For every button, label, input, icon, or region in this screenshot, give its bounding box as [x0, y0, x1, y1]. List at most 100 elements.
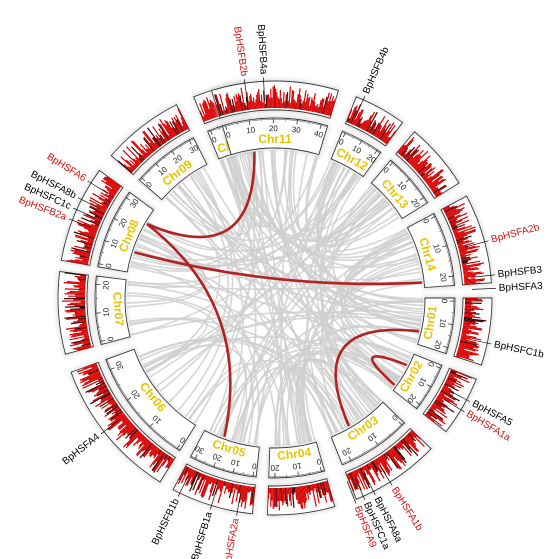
density-bar: [165, 120, 177, 137]
synteny-link: [222, 150, 288, 228]
density-bar: [248, 486, 251, 493]
gene-marker-line: [448, 390, 471, 403]
density-bar: [73, 285, 86, 287]
density-bar: [110, 411, 124, 422]
density-bar: [152, 453, 167, 472]
density-bar: [433, 185, 448, 195]
density-bar: [424, 414, 435, 422]
density-bar: [76, 364, 98, 373]
density-bar: [281, 102, 283, 109]
density-bar: [202, 474, 206, 481]
density-bar: [461, 333, 467, 336]
minor-tick: [104, 240, 108, 242]
density-bar: [227, 482, 232, 493]
density-bar: [85, 213, 102, 222]
density-bar: [292, 487, 295, 495]
density-bar: [100, 201, 109, 207]
density-bar: [416, 162, 429, 173]
density-bar: [157, 123, 170, 141]
density-bar: [265, 94, 268, 109]
density-bar: [275, 88, 277, 109]
density-bar: [155, 134, 164, 145]
density-bar: [77, 219, 99, 229]
density-bar: [82, 246, 92, 250]
density-bar: [464, 314, 476, 317]
density-bar: [152, 451, 164, 466]
density-bar: [247, 486, 250, 493]
tick-label: 10: [109, 238, 121, 250]
minor-tick: [367, 144, 370, 148]
gene-bphsfb4a: BpHSFB4a: [255, 24, 269, 102]
density-bar: [456, 235, 472, 242]
minor-tick: [388, 433, 391, 437]
density-bar: [381, 454, 393, 471]
density-bar: [320, 482, 328, 503]
density-bar: [145, 148, 152, 155]
density-bar: [233, 95, 238, 112]
density-bar: [377, 125, 387, 139]
density-bar: [294, 102, 297, 110]
density-bar: [132, 434, 144, 446]
synteny-link: [143, 344, 254, 444]
density-bar: [382, 454, 388, 461]
density-bar: [66, 260, 89, 266]
density-bar: [315, 483, 319, 493]
density-bar: [141, 149, 149, 157]
density-bar: [357, 116, 364, 128]
tick-label: 0: [104, 262, 114, 269]
highlighted-synteny-links: [133, 151, 423, 438]
density-bar: [364, 111, 376, 131]
density-bar: [175, 114, 185, 132]
density-bar: [241, 102, 245, 111]
density-bar: [74, 251, 90, 257]
gene-marker-line: [236, 491, 242, 516]
density-bar: [77, 318, 87, 322]
density-bar: [156, 137, 163, 146]
density-bar: [216, 479, 220, 486]
density-bar: [353, 112, 361, 126]
density-bar: [443, 385, 452, 391]
density-bar: [459, 248, 479, 255]
density-bar: [231, 98, 236, 113]
density-bar: [72, 252, 90, 258]
density-bar: [78, 317, 87, 320]
density-bar: [74, 259, 89, 263]
density-bar: [137, 433, 144, 440]
density-bar: [136, 435, 145, 445]
density-bar: [368, 463, 372, 469]
density-bar: [231, 483, 237, 505]
gene-marker-line: [379, 464, 393, 486]
minor-tick: [349, 458, 352, 462]
density-bar: [152, 136, 161, 147]
density-bar: [430, 178, 447, 190]
density-bar: [443, 205, 455, 212]
density-bar: [79, 232, 95, 239]
density-bar: [104, 406, 120, 418]
gene-marker-line: [471, 288, 496, 290]
density-bar: [69, 327, 88, 332]
density-bar: [104, 176, 121, 189]
density-bar: [107, 398, 115, 404]
density-bar: [346, 109, 353, 123]
minor-tick: [447, 335, 451, 337]
density-bar: [425, 169, 443, 183]
density-bar: [96, 389, 109, 397]
density-bar: [354, 109, 363, 126]
density-bar: [214, 478, 218, 484]
minor-tick: [308, 121, 310, 125]
density-bar: [310, 484, 313, 491]
density-bar: [430, 178, 445, 190]
density-bar: [365, 120, 372, 132]
density-bar: [444, 382, 456, 389]
density-bar: [200, 473, 203, 478]
chromosome-label: Chr01: [421, 304, 440, 340]
density-bar: [173, 116, 183, 133]
density-bar: [74, 249, 91, 255]
density-bar: [89, 211, 103, 219]
density-bar: [209, 99, 217, 118]
density-bar: [88, 383, 106, 393]
density-bar: [102, 177, 120, 190]
minor-tick: [363, 451, 366, 455]
tick-label: 0: [440, 299, 449, 304]
